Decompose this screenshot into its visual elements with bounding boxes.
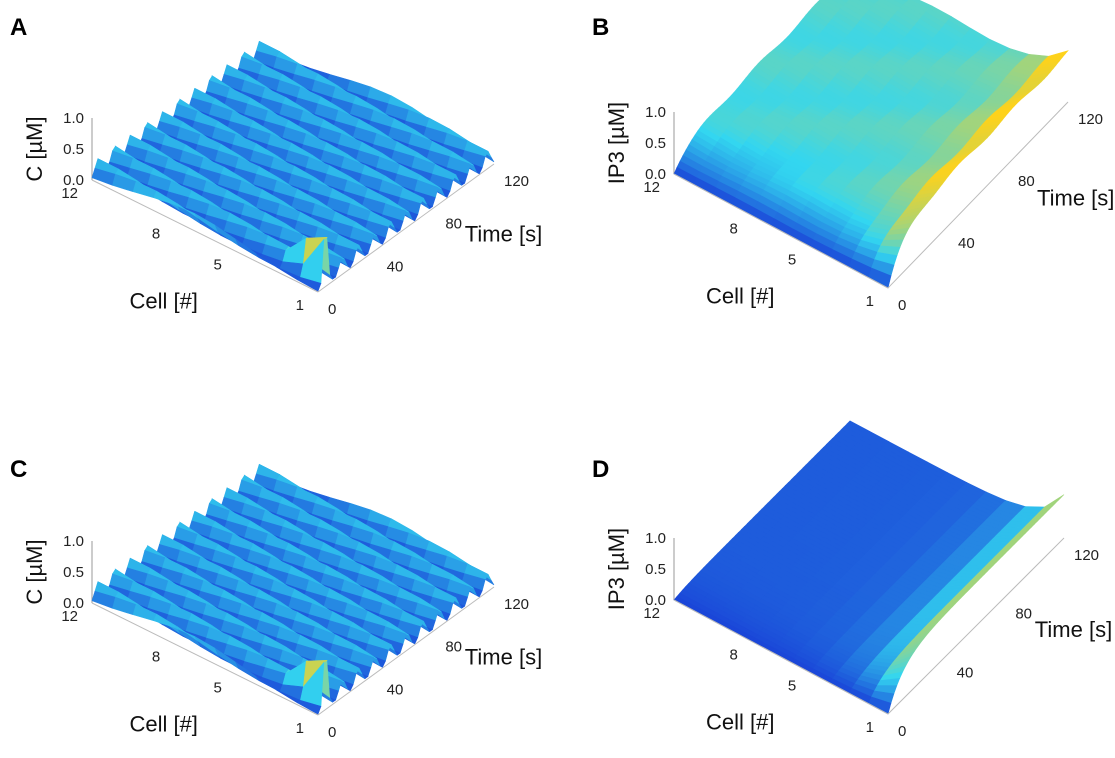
- panel-b: B 1 5 8 12 0 40 80 120 0.0 0.5 1.0 Cell [#] Time [s]…: [592, 0, 1114, 314]
- cell-axis-label: Cell [#]: [706, 709, 774, 734]
- panel-letter: B: [592, 14, 610, 41]
- z-tick-label: 0.0: [63, 172, 84, 189]
- surface-mesh: [673, 420, 1065, 715]
- cell-tick-label: 8: [152, 226, 160, 243]
- cell-axis-line: [91, 179, 319, 293]
- time-tick-label: 80: [1015, 606, 1032, 623]
- time-tick-label: 40: [387, 258, 404, 275]
- time-tick-label: 80: [1018, 173, 1035, 190]
- cell-tick-label: 5: [788, 678, 796, 695]
- cell-axis-label: Cell [#]: [129, 288, 197, 313]
- cell-tick-label: 12: [643, 179, 660, 196]
- time-axis-label: Time [s]: [465, 222, 542, 247]
- time-axis-line: [317, 163, 495, 293]
- z-tick-label: 1.0: [645, 530, 666, 547]
- time-tick-label: 120: [504, 173, 529, 190]
- time-tick-label: 120: [1078, 111, 1103, 128]
- time-tick-label: 0: [898, 723, 906, 740]
- surface-mesh: [91, 463, 495, 715]
- panel-letter: C: [10, 456, 28, 483]
- time-tick-label: 40: [957, 664, 974, 681]
- z-tick-label: 0.5: [63, 141, 84, 158]
- time-axis-line: [887, 101, 1069, 289]
- z-tick-label: 1.0: [645, 104, 666, 121]
- cell-tick-label: 8: [729, 220, 737, 237]
- cell-tick-label: 8: [729, 646, 737, 663]
- time-tick-label: 80: [445, 216, 462, 233]
- z-axis-label: IP3 [µM]: [604, 102, 629, 184]
- time-tick-label: 40: [958, 235, 975, 252]
- cell-tick-label: 5: [213, 256, 221, 273]
- time-tick-label: 0: [898, 297, 906, 314]
- cell-axis-line: [673, 173, 889, 289]
- panel-letter: A: [10, 14, 28, 41]
- z-tick-label: 1.0: [63, 110, 84, 127]
- surface-patch: [296, 277, 322, 292]
- time-axis-label: Time [s]: [1035, 617, 1112, 642]
- panel-a: A 1 5 8 12 0 40 80 120 0.0 0.5 1.0 Cell [#] Time [s]…: [0, 0, 560, 379]
- surface-mesh: [91, 40, 495, 292]
- cell-tick-label: 12: [61, 185, 78, 202]
- z-tick-label: 0.5: [645, 135, 666, 152]
- surface-mesh: [673, 0, 1069, 289]
- z-axis-label: IP3 [µM]: [604, 528, 629, 610]
- cell-axis-label: Cell [#]: [706, 283, 774, 308]
- time-tick-label: 0: [328, 301, 336, 318]
- z-axis-label: C [µM]: [22, 116, 47, 181]
- z-tick-label: 0.0: [645, 166, 666, 183]
- cell-tick-label: 5: [788, 252, 796, 269]
- time-axis-label: Time [s]: [1037, 186, 1114, 211]
- panel-c: C 1 5 8 12 0 40 80 120 0.0 0.5 1.0 Cell [#] Time [s]…: [10, 456, 542, 741]
- cell-tick-label: 1: [296, 297, 304, 314]
- cell-tick-label: 1: [866, 293, 874, 310]
- z-tick-label: 0.0: [645, 592, 666, 609]
- z-tick-label: 0.5: [645, 561, 666, 578]
- time-tick-label: 120: [1074, 547, 1099, 564]
- cell-tick-label: 1: [866, 719, 874, 736]
